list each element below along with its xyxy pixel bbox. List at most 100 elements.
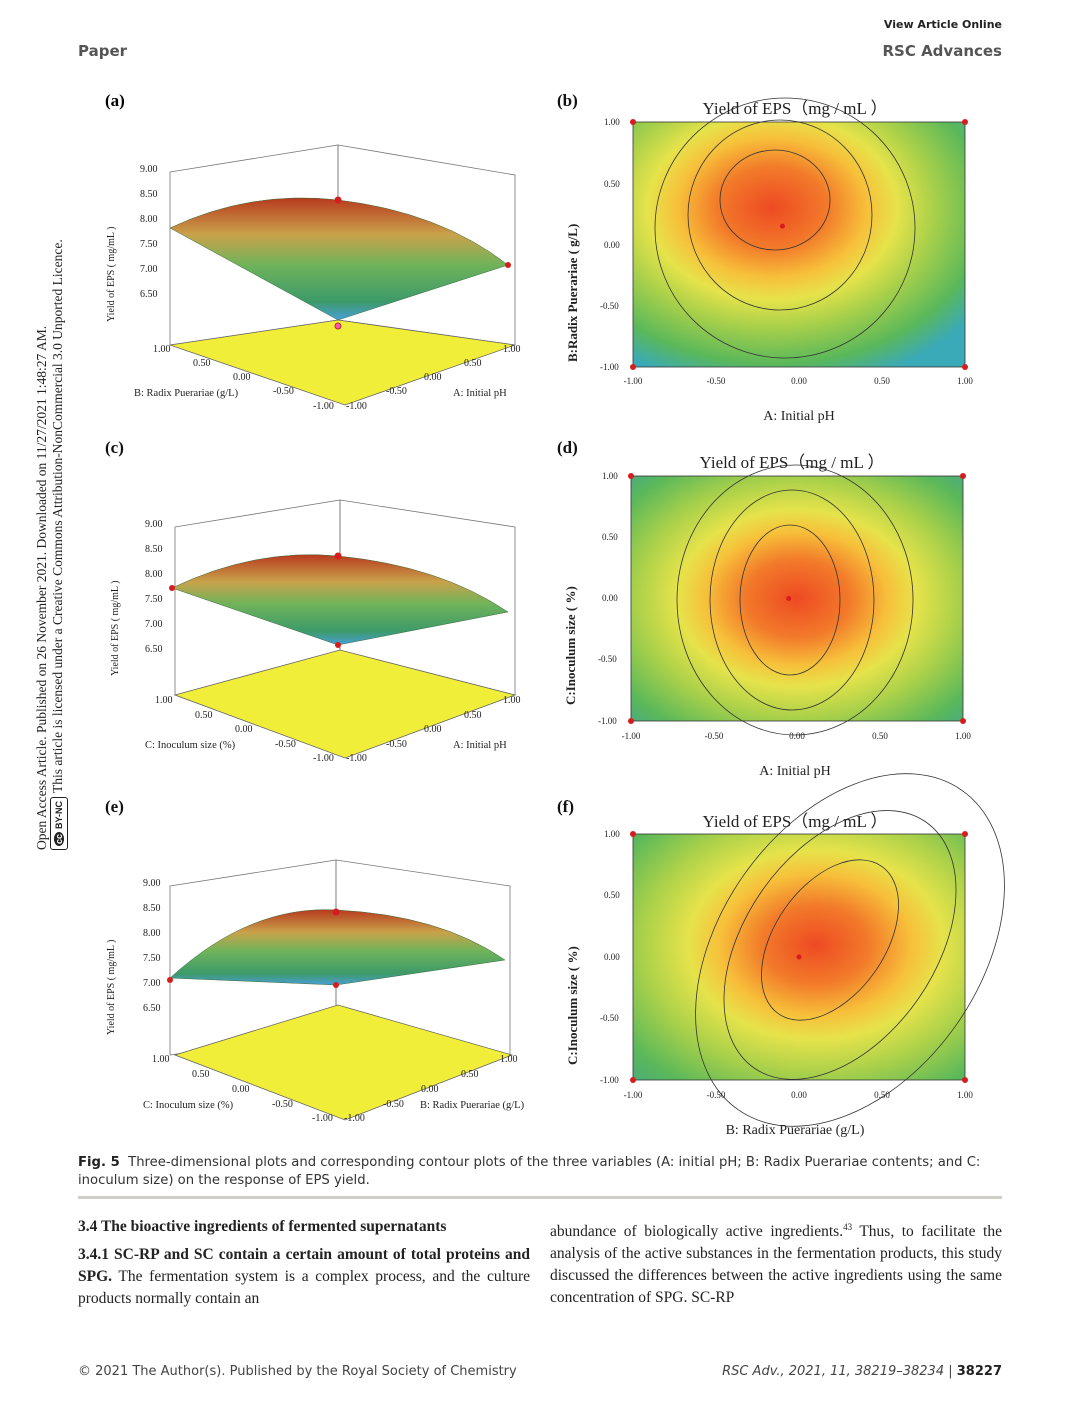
- panel-e-ztick: 7.50: [143, 953, 161, 964]
- panel-a-ztick: 6.50: [140, 289, 158, 300]
- panel-d-xtick: -0.50: [705, 731, 724, 741]
- panel-d-design-points: [628, 473, 966, 724]
- panel-a-ztick: 9.00: [140, 164, 158, 175]
- panel-d-contour: [739, 524, 841, 676]
- panel-d-contour-lines: [676, 464, 914, 736]
- panel-b-design-points: [630, 119, 968, 370]
- panel-a-zlabel: Yield of EPS ( mg/mL ): [106, 227, 117, 322]
- panel-d-point: [960, 473, 966, 479]
- panel-a-ztick: 7.00: [140, 264, 158, 275]
- panel-f-contour: [723, 810, 957, 1080]
- panel-c-xtick: -1.00: [346, 753, 367, 764]
- panel-f-ytick: 0.00: [604, 952, 620, 962]
- panel-d-ytick: -0.50: [598, 654, 617, 664]
- panel-a-ytick: -0.50: [273, 386, 294, 397]
- panel-c-ytick: 0.00: [235, 724, 253, 735]
- panel-a-ztick: 7.50: [140, 239, 158, 250]
- panel-b-xtick: -1.00: [624, 376, 643, 386]
- panel-f-xlabel: B: Radix Puerariae (g/L): [726, 1123, 865, 1138]
- panel-c-ytick: -1.00: [313, 753, 334, 764]
- panel-b-xlabel: A: Initial pH: [763, 409, 835, 424]
- panel-c-design-point: [335, 642, 341, 648]
- paragraph-text: Thus, to facilitate the analysis of the …: [550, 1223, 1002, 1307]
- panel-a-yticks: 1.00 0.50 0.00 -0.50 -1.00: [153, 344, 334, 412]
- panel-a-ztick: 8.50: [140, 189, 158, 200]
- panel-b-ylabel: B:Radix Puerariae ( g/L): [565, 224, 580, 362]
- panel-c-design-point: [169, 585, 175, 591]
- panel-f-optimum: [796, 954, 802, 960]
- panel-d-point: [628, 718, 634, 724]
- panel-d-ytick: 1.00: [602, 471, 618, 481]
- panel-b-contour: [687, 119, 873, 311]
- panel-c-xtick: 0.00: [424, 724, 442, 735]
- panel-a-design-point: [505, 262, 511, 268]
- panel-a-xtick: -1.00: [346, 401, 367, 412]
- panel-d-ytick: 0.50: [602, 532, 618, 542]
- footer-copyright: © 2021 The Author(s). Published by the R…: [78, 1364, 517, 1379]
- panel-a-zticks: 9.00 8.50 8.00 7.50 7.00 6.50: [140, 164, 158, 300]
- view-article-online-link[interactable]: View Article Online: [883, 18, 1002, 31]
- panel-e-xtick: -1.00: [344, 1113, 365, 1124]
- panel-b-xtick: 1.00: [957, 376, 973, 386]
- panel-f-point: [630, 831, 636, 837]
- panel-a-ylabel: B: Radix Puerariae (g/L): [134, 388, 239, 399]
- panel-b-ytick: -0.50: [600, 301, 619, 311]
- panel-a-xlabel: A: Initial pH: [453, 388, 507, 399]
- paragraph: 3.4.1 SC-RP and SC contain a certain amo…: [78, 1244, 530, 1310]
- panel-c-ytick: 1.00: [155, 695, 173, 706]
- panel-b: (b) Yield of EPS（mg / mL ） 1.00 0.50 0.0…: [557, 91, 973, 424]
- panel-c: (c) 9.00 8.50 8.00 7.50 7.00 6.50 Yield …: [105, 438, 521, 764]
- panel-b-ytick: -1.00: [600, 362, 619, 372]
- panel-c-ztick: 6.50: [145, 644, 163, 655]
- panel-f-xtick: -1.00: [624, 1090, 643, 1100]
- panel-a-design-point: [334, 196, 342, 204]
- panel-e-design-point: [333, 982, 339, 988]
- panel-a-xtick: 0.50: [464, 358, 482, 369]
- panel-b-xtick: 0.00: [791, 376, 807, 386]
- panel-c-design-point: [334, 552, 342, 560]
- panel-a-floor: [169, 319, 516, 406]
- panel-a-design-point: [334, 322, 342, 330]
- panel-c-xlabel: A: Initial pH: [453, 740, 507, 751]
- panel-d-ytick: 0.00: [602, 593, 618, 603]
- panel-d-xtick: 0.50: [872, 731, 888, 741]
- panel-e-ytick: -0.50: [272, 1099, 293, 1110]
- panel-f-xtick: 0.50: [874, 1090, 890, 1100]
- panel-d-yticks: 1.00 0.50 0.00 -0.50 -1.00: [598, 471, 618, 726]
- panel-c-ztick: 7.50: [145, 594, 163, 605]
- panel-f-ytick: 1.00: [604, 829, 620, 839]
- panel-a-ytick: -1.00: [313, 401, 334, 412]
- panel-f-xticks: -1.00 -0.50 0.00 0.50 1.00: [624, 1090, 974, 1100]
- panel-c-xtick: -0.50: [386, 739, 407, 750]
- panel-e-design-point: [167, 977, 173, 983]
- panel-b-contour: [654, 97, 916, 359]
- panel-e-zlabel: Yield of EPS ( mg/mL ): [106, 940, 117, 1035]
- panel-b-ytick: 0.00: [604, 240, 620, 250]
- panel-a: (a) 9.00 8.50 8.00 7.50 7.00 6.50 Yield …: [105, 91, 521, 412]
- panel-e-xlabel: B: Radix Puerariae (g/L): [420, 1100, 525, 1111]
- panel-c-ztick: 8.50: [145, 544, 163, 555]
- panel-c-surface: [171, 554, 509, 646]
- figure-caption-label: Fig. 5: [78, 1155, 120, 1170]
- panel-e-xtick: 0.00: [421, 1084, 439, 1095]
- panel-d-xtick: 1.00: [955, 731, 971, 741]
- reference-link[interactable]: 43: [843, 1222, 853, 1232]
- panel-b-label: (b): [557, 91, 578, 110]
- panel-e-ztick: 6.50: [143, 1003, 161, 1014]
- panel-f: (f) Yield of EPS（mg / mL ） 1.00 0.50 0.0…: [557, 773, 1005, 1138]
- body-column-left: 3.4 The bioactive ingredients of ferment…: [78, 1216, 530, 1310]
- panel-e-label: (e): [105, 797, 124, 816]
- panel-f-yticks: 1.00 0.50 0.00 -0.50 -1.00: [600, 829, 620, 1085]
- panel-a-ytick: 0.00: [233, 372, 251, 383]
- panel-d-plot-area: [630, 475, 964, 722]
- panel-a-ytick: 0.50: [193, 358, 211, 369]
- panel-f-ytick: -1.00: [600, 1075, 619, 1085]
- panel-d-point: [960, 718, 966, 724]
- panel-d-ytick: -1.00: [598, 716, 617, 726]
- journal-name: RSC Advances: [882, 42, 1002, 60]
- panel-d-contour: [709, 489, 875, 711]
- panel-b-contour-lines: [654, 97, 916, 359]
- panel-e: (e) 9.00 8.50 8.00 7.50 7.00 6.50 Yield …: [105, 797, 525, 1124]
- panel-e-ylabel: C: Inoculum size (%): [143, 1100, 234, 1111]
- panel-e-ytick: 0.50: [192, 1069, 210, 1080]
